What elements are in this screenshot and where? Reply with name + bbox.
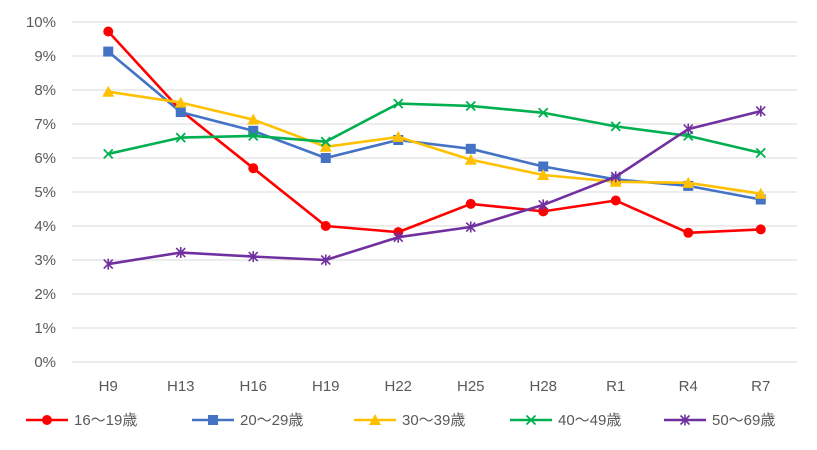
legend-item: 20～29歳 [192,412,303,429]
y-tick-label: 7% [34,116,56,133]
data-point [538,199,549,211]
y-tick-label: 10% [26,14,56,31]
data-point [392,130,405,142]
data-point [102,85,115,97]
data-point [755,147,766,159]
y-tick-label: 8% [34,82,56,99]
data-point [103,148,114,160]
legend-item: 50～69歳 [664,412,775,429]
x-tick-label: R4 [679,378,698,395]
y-tick-label: 1% [34,320,56,337]
data-point [320,254,331,266]
y-tick-label: 3% [34,252,56,269]
data-point [465,143,476,154]
y-tick-label: 6% [34,150,56,167]
data-point [393,98,404,109]
data-point [175,132,186,143]
x-tick-label: R7 [751,378,770,395]
data-point [755,105,766,117]
legend-label: 40～49歳 [558,412,621,429]
data-point [538,161,549,172]
y-tick-label: 2% [34,286,56,303]
data-point [247,113,260,125]
data-point [175,107,186,118]
series-2 [103,46,766,205]
series-line [108,90,761,195]
legend-marker [42,415,52,425]
data-point [754,187,767,199]
legend-marker [679,414,691,426]
legend-marker [525,414,537,426]
legend: 16～19歳 20～29歳 30～39歳 40～49歳 50～69歳 [26,412,775,429]
data-point [393,231,404,243]
series-line [108,109,762,266]
legend-marker [369,414,381,425]
data-point [683,227,694,238]
y-axis: 0% 1% 2% 3% 4% 5% 6% 7% 8% 9% 10% [26,14,56,371]
legend-label: 50～69歳 [712,412,775,429]
data-point [465,198,476,209]
data-point [175,247,186,259]
data-point [464,153,477,165]
data-point [537,169,550,180]
data-point [320,153,331,163]
data-point [103,46,114,57]
x-tick-label: H9 [99,378,118,395]
data-point [610,195,621,206]
data-point [248,163,259,174]
x-tick-label: H22 [384,378,412,395]
data-point [248,125,259,136]
series-group [102,26,767,270]
data-point [319,140,332,152]
y-tick-label: 9% [34,48,56,65]
data-point [755,224,766,235]
series-3 [102,85,767,199]
data-point [248,130,259,142]
x-tick-label: H25 [457,378,485,395]
data-point [465,221,476,233]
data-point [103,258,114,270]
legend-marker [208,415,218,425]
data-point [610,121,621,132]
data-point [682,176,695,188]
y-tick-label: 5% [34,184,56,201]
data-point [320,221,331,231]
data-point [248,251,259,263]
y-tick-label: 4% [34,218,56,235]
data-point [683,123,694,135]
legend-label: 20～29歳 [240,412,303,429]
legend-label: 16～19歳 [74,412,137,429]
data-point [320,136,331,147]
legend-item: 30～39歳 [354,412,465,429]
data-point [610,171,621,183]
series-line [107,50,761,201]
legend-item: 40～49歳 [510,412,621,429]
y-tick-label: 0% [34,354,56,371]
x-tick-label: H16 [239,378,267,395]
gridlines [72,21,797,363]
series-line [107,102,762,156]
series-5 [103,105,766,270]
series-line [107,30,761,235]
x-tick-label: H13 [167,378,195,395]
data-point [174,96,187,108]
x-tick-label: H28 [529,378,557,395]
x-axis: H9 H13 H16 H19 H22 H25 H28 R1 R4 R7 [99,378,771,395]
x-tick-label: R1 [606,378,625,395]
data-point [538,107,549,118]
data-point [465,100,476,112]
legend-label: 30～39歳 [402,412,465,429]
data-point [538,206,549,217]
data-point [755,194,766,205]
x-tick-label: H19 [312,378,340,395]
legend-item: 16～19歳 [26,412,137,429]
data-point [103,26,114,37]
